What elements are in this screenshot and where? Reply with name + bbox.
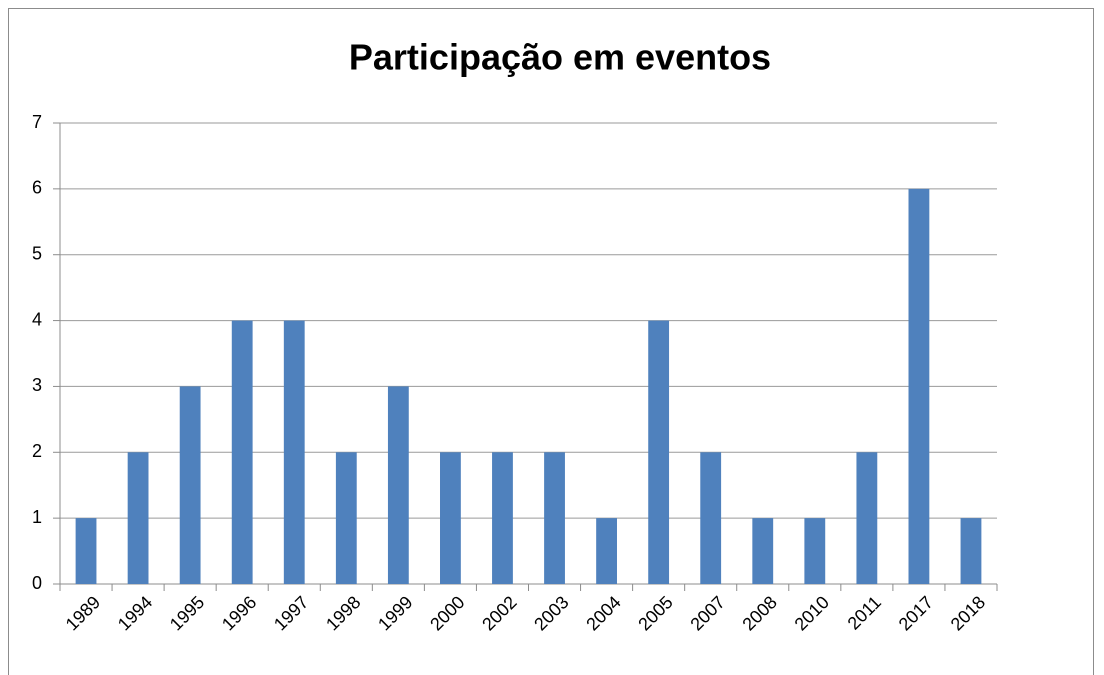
bar: [75, 518, 97, 584]
x-tick-label: 1999: [374, 592, 416, 634]
x-tick-label: 1995: [166, 592, 208, 634]
bar: [544, 452, 565, 584]
bar: [179, 386, 201, 584]
y-tick-label: 0: [32, 573, 42, 593]
bar: [387, 386, 409, 584]
x-tick-label: 2010: [791, 592, 833, 634]
bar: [335, 452, 357, 584]
x-tick-label: 2002: [478, 592, 520, 634]
bar: [231, 320, 253, 584]
bar: [596, 518, 617, 584]
bar: [908, 188, 930, 584]
bar: [648, 320, 670, 584]
x-tick-label: 2017: [895, 592, 937, 634]
y-tick-label: 3: [32, 375, 42, 395]
y-tick-label: 5: [32, 243, 42, 263]
bar: [127, 452, 149, 584]
bar: [492, 452, 513, 584]
bar: [440, 452, 461, 584]
x-tick-label: 1989: [62, 592, 104, 634]
y-tick-label: 6: [32, 178, 42, 198]
x-tick-label: 1998: [322, 592, 364, 634]
x-tick-label: 2000: [426, 592, 468, 634]
bar: [960, 518, 982, 584]
y-tick-label: 1: [32, 507, 42, 527]
x-tick-label: 2011: [844, 592, 886, 634]
x-tick-label: 2008: [738, 592, 780, 634]
x-tick-label: 1996: [218, 592, 260, 634]
bar: [856, 452, 878, 584]
x-tick-label: 2005: [634, 592, 676, 634]
x-tick-label: 2003: [530, 592, 572, 634]
chart-title: Participação em eventos: [349, 37, 771, 78]
x-tick-label: 2004: [582, 592, 624, 634]
bar: [804, 518, 826, 584]
x-tick-label: 2007: [686, 592, 728, 634]
y-tick-label: 7: [32, 112, 42, 132]
bar: [752, 518, 774, 584]
x-tick-label: 1997: [270, 592, 312, 634]
chart-frame: [8, 8, 1094, 675]
x-tick-label: 1994: [114, 592, 156, 634]
bar: [700, 452, 722, 584]
bar: [283, 320, 305, 584]
x-tick-label: 2018: [947, 592, 989, 634]
y-tick-label: 2: [32, 441, 42, 461]
y-tick-label: 4: [32, 309, 42, 329]
